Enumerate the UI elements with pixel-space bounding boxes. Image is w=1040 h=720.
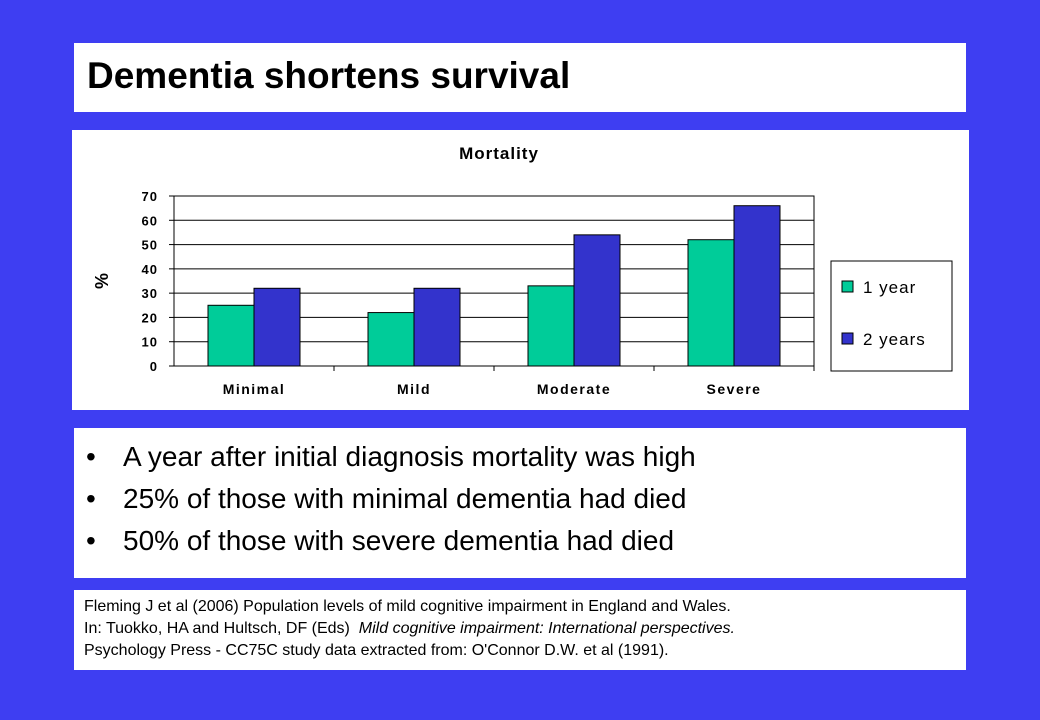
bullet-text: 25% of those with minimal dementia had d… <box>123 483 687 514</box>
legend-box <box>830 260 953 372</box>
y-tick-label: 70 <box>142 189 158 204</box>
bar-2-years-severe <box>733 205 781 367</box>
legend-label: 1 year <box>863 278 916 297</box>
y-tick-label: 10 <box>142 335 158 350</box>
x-tick-label: Minimal <box>223 381 286 397</box>
bullet-item: • 50% of those with severe dementia had d… <box>86 520 696 562</box>
source-line-1: Fleming J et al (2006) Population levels… <box>84 598 731 615</box>
bullets-panel: • A year after initial diagnosis mortalit… <box>74 428 966 578</box>
bar-2-years-moderate <box>573 234 621 367</box>
bullet-list: • A year after initial diagnosis mortalit… <box>86 436 696 562</box>
bar-1-year-mild <box>367 312 415 367</box>
bar-2-years-minimal <box>253 287 301 367</box>
bar-1-year-minimal <box>207 304 255 367</box>
chart-title: Mortality <box>459 144 539 163</box>
y-tick-label: 40 <box>142 262 158 277</box>
slide-title: Dementia shortens survival <box>87 55 571 96</box>
source-panel: Fleming J et al (2006) Population levels… <box>74 590 966 670</box>
x-tick-label: Mild <box>397 381 431 397</box>
source-line-2-text: In: Tuokko, HA and Hultsch, DF (Eds) <box>84 620 359 637</box>
x-tick-label: Moderate <box>537 381 611 397</box>
y-tick-label: 20 <box>142 310 158 325</box>
source-line-2: In: Tuokko, HA and Hultsch, DF (Eds) Mil… <box>84 618 735 640</box>
y-axis-label: % <box>92 273 112 289</box>
y-tick-label: 60 <box>142 213 158 228</box>
bullet-marker: • <box>86 441 96 472</box>
legend-swatch <box>841 332 854 345</box>
legend-swatch <box>841 280 854 293</box>
x-tick-label: Severe <box>707 381 762 397</box>
source-line-3: Psychology Press - CC75C study data extr… <box>84 642 669 659</box>
legend-label: 2 years <box>863 330 926 349</box>
y-tick-label: 50 <box>142 238 158 253</box>
source-citation: Fleming J et al (2006) Population levels… <box>84 596 735 662</box>
bullet-item: • 25% of those with minimal dementia had … <box>86 478 696 520</box>
bullet-text: A year after initial diagnosis mortality… <box>123 441 696 472</box>
bar-2-years-mild <box>413 287 461 367</box>
chart-panel: Mortality 0 10 20 30 40 50 60 70% Minimal Mild Mode… <box>72 130 969 410</box>
bullet-marker: • <box>86 483 96 514</box>
y-tick-label: 0 <box>150 359 158 374</box>
source-book-title: Mild cognitive impairment: International… <box>358 620 735 637</box>
bar-1-year-severe <box>687 239 735 367</box>
title-panel: Dementia shortens survival <box>74 43 966 112</box>
bar-1-year-moderate <box>527 285 575 367</box>
bullet-text: 50% of those with severe dementia had di… <box>123 525 675 556</box>
mortality-chart: Mortality 0 10 20 30 40 50 60 70% Minimal Mild Mode… <box>92 144 953 397</box>
bullet-marker: • <box>86 525 96 556</box>
y-tick-label: 30 <box>142 286 158 301</box>
bullet-item: • A year after initial diagnosis mortalit… <box>86 436 696 478</box>
